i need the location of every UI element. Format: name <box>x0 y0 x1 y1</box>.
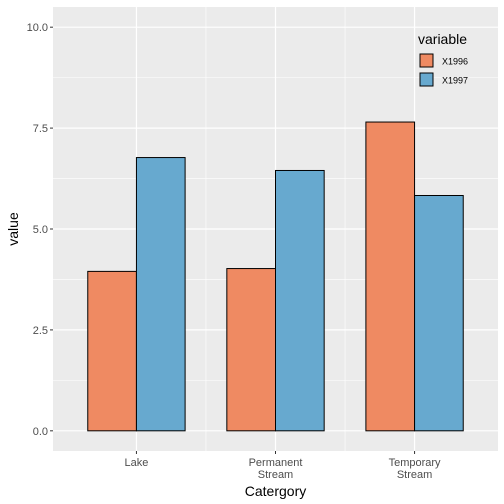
legend: variable X1996 X1997 <box>418 31 468 87</box>
y-axis: 0.0 2.5 5.0 7.5 10.0 <box>27 22 53 438</box>
x-tick-label: Lake <box>125 457 149 469</box>
legend-title: variable <box>418 31 467 47</box>
y-tick-label: 2.5 <box>33 325 48 337</box>
y-tick-label: 5.0 <box>33 224 48 236</box>
bar-x1996-2 <box>365 121 416 432</box>
x-tick-label: Temporary Stream <box>389 457 441 481</box>
x-tick-label: Permanent Stream <box>249 457 303 481</box>
legend-swatch-x1996 <box>419 53 434 68</box>
y-tick-label: 0.0 <box>33 426 48 438</box>
bar-x1997-1 <box>275 169 325 432</box>
legend-swatch-x1997 <box>419 72 434 87</box>
legend-label-x1997: X1997 <box>442 76 468 86</box>
bars <box>87 121 464 432</box>
x-axis-title: Catergory <box>245 483 306 499</box>
legend-items: X1996 X1997 <box>419 53 468 87</box>
y-tick-label: 7.5 <box>33 123 48 135</box>
legend-label-x1996: X1996 <box>442 57 468 67</box>
bar-x1997-2 <box>414 194 464 432</box>
bar-x1996-0 <box>87 270 137 432</box>
x-axis: Lake Permanent Stream Temporary Stream <box>125 451 441 481</box>
y-axis-title: value <box>5 212 21 246</box>
bar-x1996-1 <box>226 268 276 432</box>
bar-x1997-0 <box>135 157 186 432</box>
y-tick-label: 10.0 <box>27 22 48 34</box>
